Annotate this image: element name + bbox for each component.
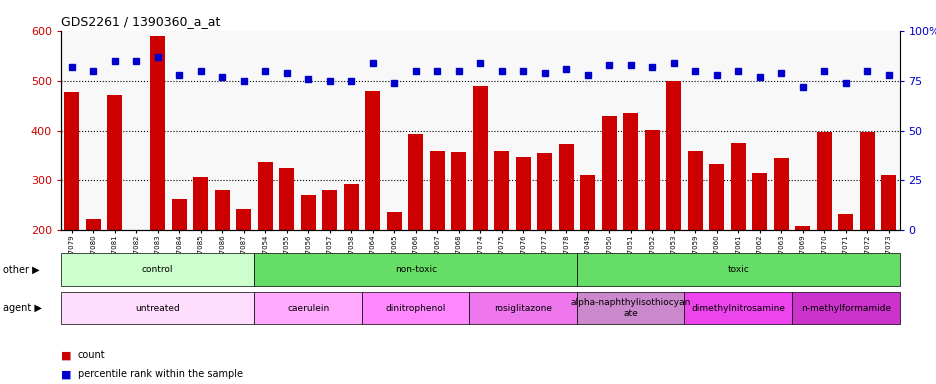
Bar — [644, 130, 659, 330]
Bar — [493, 151, 508, 330]
Text: toxic: toxic — [726, 265, 749, 274]
Text: ■: ■ — [61, 369, 71, 379]
Bar — [236, 209, 251, 330]
Bar — [558, 144, 573, 330]
Bar — [300, 195, 315, 330]
Bar — [816, 132, 831, 330]
Bar — [536, 153, 551, 330]
Text: percentile rank within the sample: percentile rank within the sample — [78, 369, 242, 379]
Text: n-methylformamide: n-methylformamide — [800, 304, 890, 313]
Bar — [515, 157, 530, 330]
Text: GDS2261 / 1390360_a_at: GDS2261 / 1390360_a_at — [61, 15, 220, 28]
Bar — [709, 164, 724, 330]
Text: count: count — [78, 350, 105, 360]
Text: untreated: untreated — [135, 304, 180, 313]
Bar — [451, 152, 466, 330]
Bar — [279, 167, 294, 330]
Bar — [150, 36, 165, 330]
Bar — [387, 212, 402, 330]
Bar — [344, 184, 358, 330]
Text: dimethylnitrosamine: dimethylnitrosamine — [691, 304, 784, 313]
Bar — [665, 81, 680, 330]
Bar — [773, 157, 788, 330]
Bar — [622, 113, 637, 330]
Text: dinitrophenol: dinitrophenol — [385, 304, 446, 313]
Bar — [322, 190, 337, 330]
Bar — [730, 142, 745, 330]
Bar — [472, 86, 488, 330]
Text: caerulein: caerulein — [286, 304, 329, 313]
Bar — [579, 175, 594, 330]
Text: other ▶: other ▶ — [3, 265, 39, 275]
Text: alpha-naphthylisothiocyan
ate: alpha-naphthylisothiocyan ate — [570, 298, 690, 318]
Bar — [257, 162, 272, 330]
Text: control: control — [141, 265, 173, 274]
Bar — [752, 173, 767, 330]
Bar — [859, 132, 874, 330]
Text: ■: ■ — [61, 350, 71, 360]
Bar — [107, 94, 122, 330]
Bar — [214, 190, 229, 330]
Bar — [838, 214, 853, 330]
Text: non-toxic: non-toxic — [394, 265, 436, 274]
Bar — [365, 91, 380, 330]
Bar — [687, 151, 702, 330]
Bar — [408, 134, 423, 330]
Bar — [601, 116, 616, 330]
Text: agent ▶: agent ▶ — [3, 303, 41, 313]
Bar — [64, 92, 80, 330]
Text: rosiglitazone: rosiglitazone — [493, 304, 551, 313]
Bar — [193, 177, 208, 330]
Bar — [880, 175, 896, 330]
Bar — [171, 199, 186, 330]
Bar — [128, 265, 143, 330]
Bar — [85, 219, 100, 330]
Bar — [430, 151, 445, 330]
Bar — [795, 226, 810, 330]
